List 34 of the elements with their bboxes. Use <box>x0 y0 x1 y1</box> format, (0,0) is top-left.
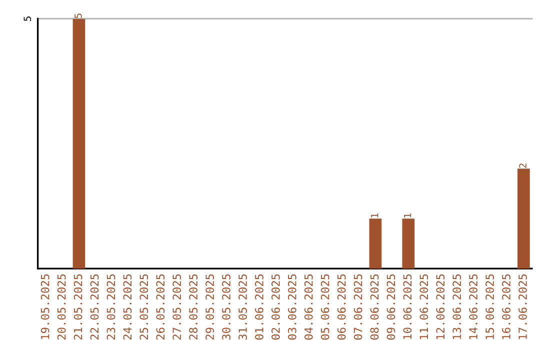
x-tick-label: 05.06.2025 <box>320 274 330 340</box>
data-label: 1 <box>404 213 412 218</box>
x-tick-label: 23.05.2025 <box>106 274 116 340</box>
x-tick-label: 19.05.2025 <box>40 274 50 340</box>
x-tick-label: 11.06.2025 <box>420 274 428 340</box>
x-tick-label: 15.06.2025 <box>486 274 494 340</box>
x-tick-label: 08.06.2025 <box>370 274 379 340</box>
x-tick-label: 02.06.2025 <box>271 274 280 340</box>
x-tick-label: 03.06.2025 <box>288 274 296 340</box>
x-tick-label: 09.06.2025 <box>386 274 396 340</box>
x-tick-label: 26.05.2025 <box>156 274 165 340</box>
x-tick-label: 31.05.2025 <box>238 274 247 340</box>
x-tick-label: 21.05.2025 <box>74 274 82 340</box>
x-tick-label: 29.05.2025 <box>206 274 214 340</box>
data-label: 1 <box>371 213 378 218</box>
x-tick-label: 01.06.2025 <box>254 274 264 340</box>
x-tick-label: 06.06.2025 <box>337 274 346 340</box>
x-tick-label: 30.05.2025 <box>222 274 230 340</box>
x-tick-label: 25.05.2025 <box>140 274 148 340</box>
x-tick-label: 04.06.2025 <box>304 274 313 340</box>
x-tick-label: 24.05.2025 <box>123 274 132 340</box>
data-label: 2 <box>519 164 526 168</box>
x-tick-label: 20.05.2025 <box>57 274 66 340</box>
x-tick-label: 16.06.2025 <box>502 274 510 340</box>
x-tick-label: 27.05.2025 <box>172 274 182 340</box>
x-tick-label: 07.06.2025 <box>354 274 362 340</box>
data-label: 5 <box>74 14 82 18</box>
x-tick-label: 28.05.2025 <box>189 274 198 340</box>
x-tick-label: 14.06.2025 <box>469 274 478 340</box>
x-tick-label: 17.06.2025 <box>518 274 527 340</box>
x-tick-label: 22.05.2025 <box>90 274 99 340</box>
x-tick-label: 13.06.2025 <box>452 274 462 340</box>
x-tick-label: 12.06.2025 <box>436 274 445 340</box>
x-tick-label: 10.06.2025 <box>403 274 412 340</box>
